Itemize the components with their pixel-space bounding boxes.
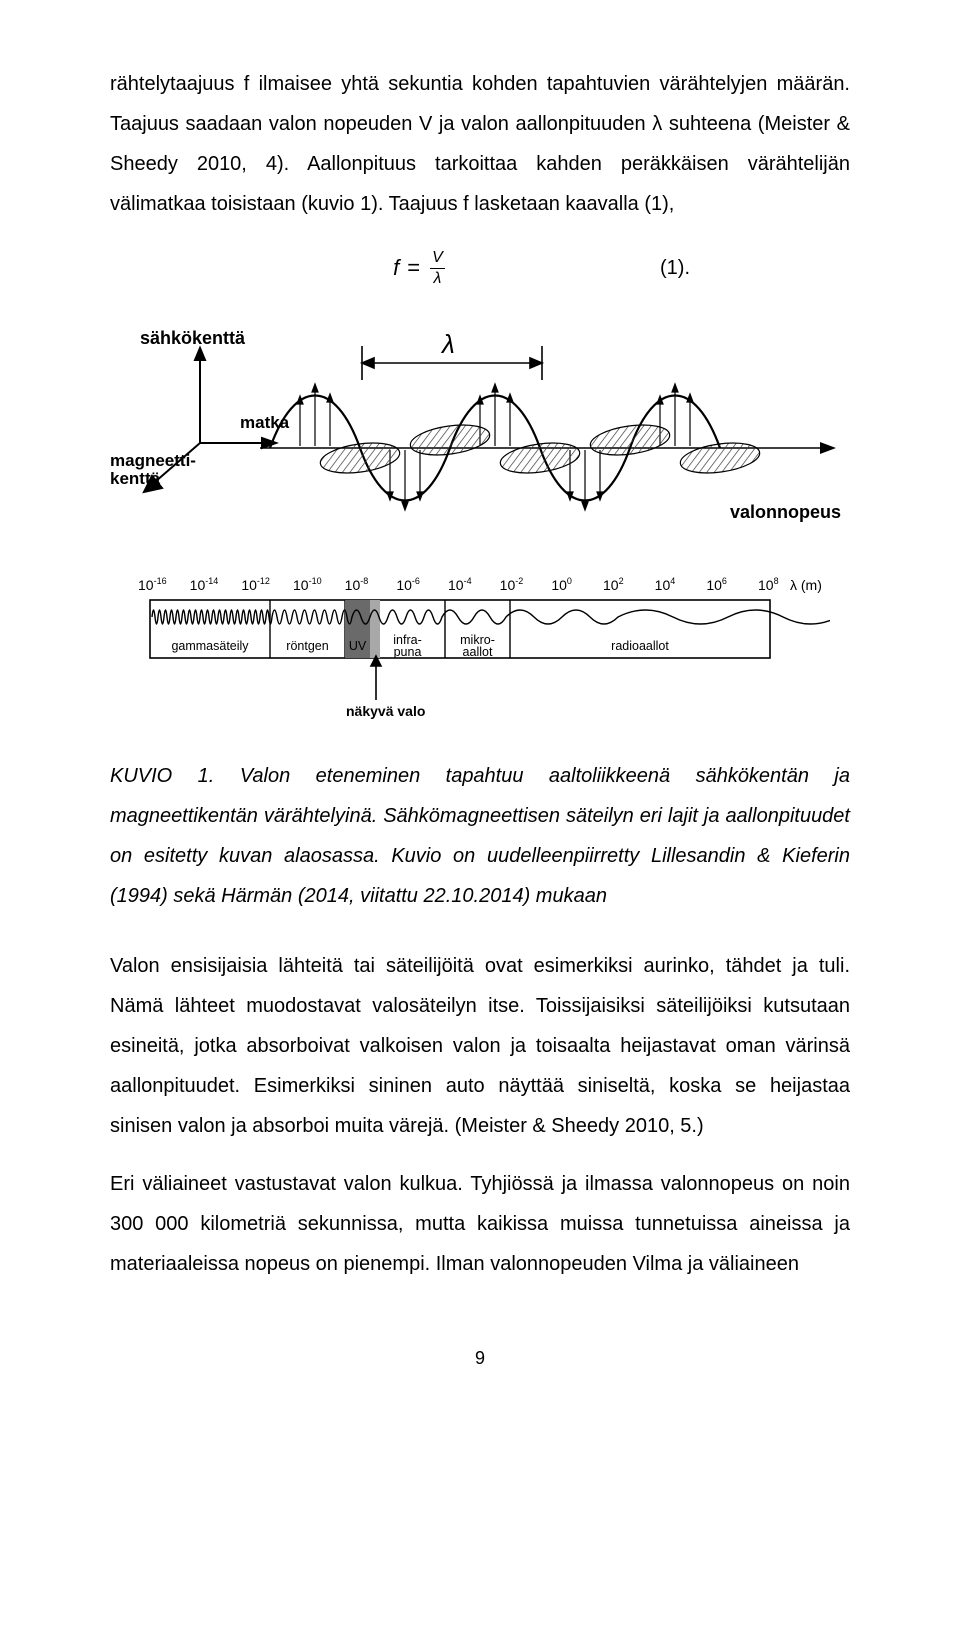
- page: rähtelytaajuus f ilmaisee yhtä sekuntia …: [0, 0, 960, 1417]
- equation-lhs: f: [393, 255, 399, 281]
- svg-text:UV: UV: [349, 639, 367, 653]
- figure-caption: KUVIO 1. Valon eteneminen tapahtuu aalto…: [110, 756, 850, 916]
- equation-fraction: V λ: [428, 250, 447, 287]
- paragraph-media: Eri väliaineet vastustavat valon kulkua.…: [110, 1164, 850, 1284]
- svg-text:108: 108: [758, 576, 779, 593]
- figure-spectrum: 10-16 10-14 10-12 10-10 10-8 10-6 10-4 10-2 100 1…: [110, 572, 850, 732]
- label-valonnopeus: valonnopeus: [730, 502, 841, 522]
- paragraph-intro: rähtelytaajuus f ilmaisee yhtä sekuntia …: [110, 64, 850, 224]
- svg-text:10-14: 10-14: [190, 576, 219, 593]
- equation-equals: =: [407, 255, 420, 281]
- label-lambda: λ: [440, 329, 455, 359]
- svg-text:10-4: 10-4: [448, 576, 472, 593]
- svg-text:10-6: 10-6: [396, 576, 420, 593]
- svg-text:infra-puna: infra-puna: [393, 633, 421, 659]
- svg-text:röntgen: röntgen: [286, 639, 328, 653]
- equation: f = V λ: [393, 250, 447, 287]
- caption-head: KUVIO 1.: [110, 765, 240, 787]
- page-number: 9: [110, 1348, 850, 1369]
- label-sahkokentta: sähkökenttä: [140, 328, 246, 348]
- equation-number: (1).: [660, 257, 690, 280]
- spectrum-svg: 10-16 10-14 10-12 10-10 10-8 10-6 10-4 10-2 100 1…: [130, 572, 830, 732]
- paragraph-sources: Valon ensisijaisia lähteitä tai säteilij…: [110, 946, 850, 1146]
- wave-svg: sähkökenttä magneetti-kenttä matka λ: [110, 318, 850, 548]
- svg-text:10-16: 10-16: [138, 576, 167, 593]
- svg-text:10-10: 10-10: [293, 576, 322, 593]
- equation-row: f = V λ (1).: [110, 242, 850, 294]
- svg-text:radioaallot: radioaallot: [611, 639, 669, 653]
- svg-text:gammasäteily: gammasäteily: [171, 639, 249, 653]
- svg-text:100: 100: [551, 576, 572, 593]
- svg-text:mikro-aallot: mikro-aallot: [460, 633, 495, 659]
- label-visible-light: näkyvä valo: [346, 703, 425, 719]
- svg-text:102: 102: [603, 576, 624, 593]
- svg-text:10-2: 10-2: [500, 576, 524, 593]
- svg-text:106: 106: [706, 576, 727, 593]
- svg-text:10-12: 10-12: [241, 576, 270, 593]
- svg-text:104: 104: [655, 576, 676, 593]
- equation-numerator: V: [428, 250, 447, 268]
- equation-denominator: λ: [430, 268, 446, 287]
- svg-text:10-8: 10-8: [345, 576, 369, 593]
- figure-wave: sähkökenttä magneetti-kenttä matka λ: [110, 318, 850, 548]
- label-magneettikentta: magneetti-kenttä: [110, 451, 196, 488]
- spectrum-unit: λ (m): [790, 577, 822, 593]
